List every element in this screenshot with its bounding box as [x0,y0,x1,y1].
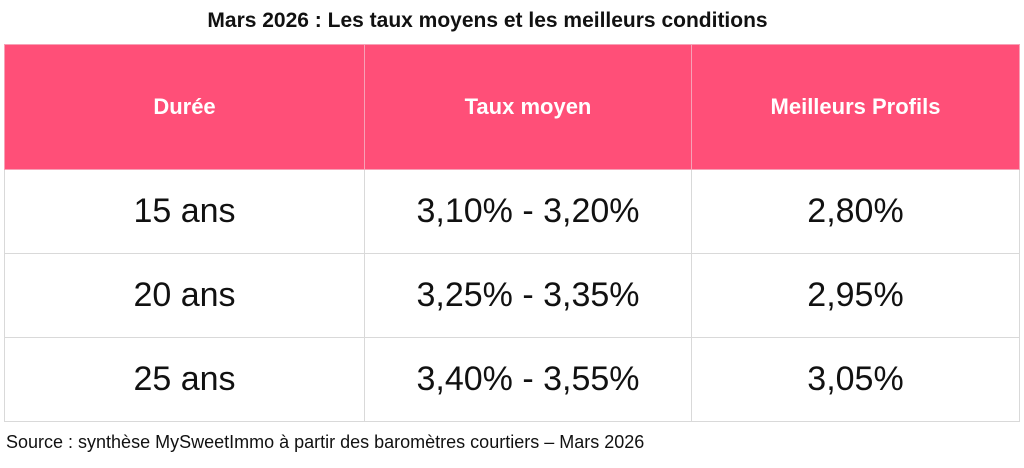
cell-meilleurs-profils: 2,80% [691,169,1020,254]
cell-duree: 15 ans [4,169,365,254]
rates-table: Durée Taux moyen Meilleurs Profils 15 an… [4,44,1020,422]
cell-taux-moyen: 3,10% - 3,20% [364,169,692,254]
table-header-row: Durée Taux moyen Meilleurs Profils [4,44,1020,170]
column-header-taux-moyen: Taux moyen [364,44,692,170]
column-header-meilleurs-profils: Meilleurs Profils [691,44,1020,170]
source-note: Source : synthèse MySweetImmo à partir d… [6,432,645,452]
cell-meilleurs-profils: 2,95% [691,253,1020,338]
cell-duree: 20 ans [4,253,365,338]
table-title: Mars 2026 : Les taux moyens et les meill… [207,9,768,32]
table-row: 15 ans 3,10% - 3,20% 2,80% [4,169,1020,254]
cell-duree: 25 ans [4,337,365,422]
cell-taux-moyen: 3,25% - 3,35% [364,253,692,338]
cell-taux-moyen: 3,40% - 3,55% [364,337,692,422]
table-row: 25 ans 3,40% - 3,55% 3,05% [4,337,1020,422]
table-row: 20 ans 3,25% - 3,35% 2,95% [4,253,1020,338]
cell-meilleurs-profils: 3,05% [691,337,1020,422]
column-header-duree: Durée [4,44,365,170]
